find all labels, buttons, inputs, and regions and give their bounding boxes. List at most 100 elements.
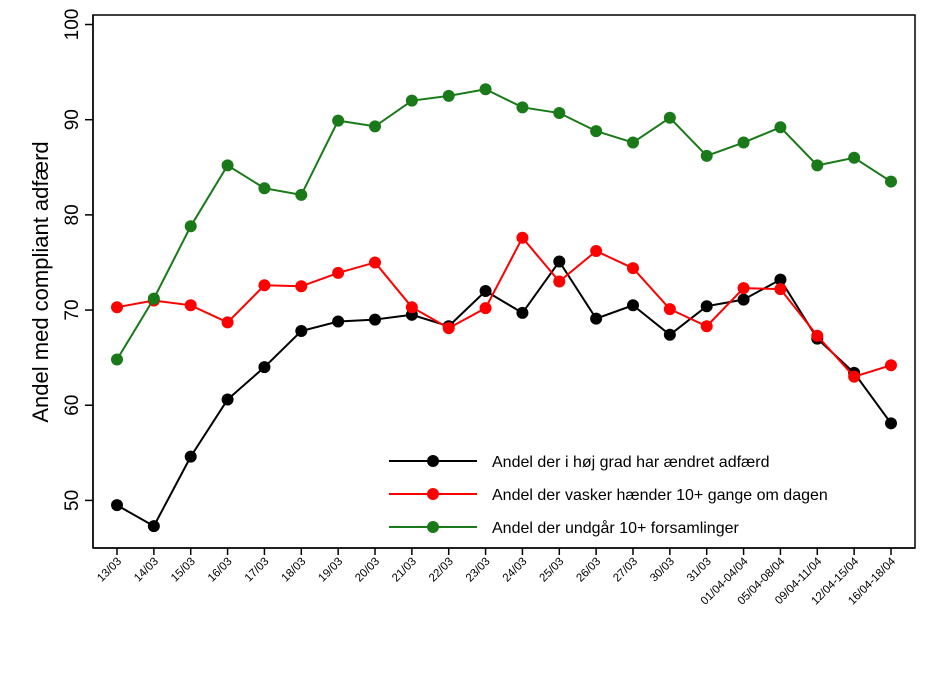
data-point: [737, 136, 750, 149]
data-point: [663, 303, 676, 316]
data-point: [627, 262, 639, 275]
legend-label: Andel der i høj grad har ændret adfærd: [492, 454, 769, 471]
data-point: [405, 94, 418, 107]
data-point: [663, 111, 676, 124]
data-point: [885, 359, 897, 372]
x-tick-label: 21/03: [390, 556, 419, 585]
data-point: [848, 370, 861, 383]
x-tick-label: 30/03: [648, 556, 677, 585]
data-point: [553, 275, 566, 288]
x-tick-label: 27/03: [611, 556, 640, 585]
y-tick-label: 70: [62, 299, 83, 320]
x-tick-label: 20/03: [353, 556, 382, 585]
y-tick-label: 80: [62, 204, 83, 225]
data-point: [774, 283, 787, 296]
series-layer: [111, 83, 897, 533]
y-tick-label: 60: [62, 395, 83, 416]
data-point: [147, 292, 160, 305]
legend: Andel der i høj grad har ændret adfærd An…: [389, 454, 828, 537]
legend-label: Andel der undgår 10+ forsamlinger: [492, 519, 739, 537]
data-point: [590, 125, 603, 138]
data-point: [295, 324, 308, 337]
data-point: [405, 301, 418, 314]
x-tick-label: 24/03: [501, 556, 530, 585]
x-tick-label: 19/03: [316, 556, 345, 585]
data-point: [737, 282, 750, 295]
data-point: [258, 182, 271, 195]
data-point: [221, 159, 234, 172]
series-line: [116, 235, 892, 378]
y-tick-label: 100: [62, 9, 83, 41]
data-point: [258, 279, 271, 292]
data-point: [221, 316, 234, 329]
data-point: [332, 315, 345, 328]
data-point: [369, 313, 381, 326]
data-point: [184, 299, 197, 312]
data-point: [221, 393, 234, 406]
x-tick-label: 18/03: [280, 556, 309, 585]
data-point: [811, 159, 824, 172]
x-tick-label: 16/03: [206, 556, 235, 585]
data-point: [479, 83, 492, 96]
x-tick-label: 14/03: [132, 556, 161, 585]
series-line: [116, 88, 892, 361]
data-point: [811, 329, 824, 342]
data-point: [848, 151, 861, 164]
data-point: [774, 273, 787, 286]
data-point: [774, 121, 787, 134]
data-point: [442, 89, 455, 102]
x-tick-label: 23/03: [464, 556, 493, 585]
data-point: [295, 280, 308, 293]
data-point: [295, 188, 308, 201]
x-axis-ticks: 13/03 14/03 15/03 16/03 17/03 18/03 19/03 20/03…: [95, 548, 899, 608]
x-tick-label: 25/03: [538, 556, 567, 585]
data-point: [332, 114, 345, 127]
y-axis-ticks: 50 60 70 80 90 100: [62, 9, 93, 511]
y-tick-label: 50: [62, 490, 83, 511]
data-point: [627, 299, 639, 312]
data-point: [479, 302, 492, 315]
x-tick-label: 17/03: [243, 556, 272, 585]
data-point: [737, 293, 750, 306]
data-point: [590, 312, 603, 325]
data-point: [553, 255, 566, 268]
legend-marker: [427, 455, 439, 467]
legend-marker: [427, 521, 439, 533]
data-point: [516, 101, 529, 114]
data-point: [369, 256, 381, 269]
data-point: [516, 231, 529, 244]
x-tick-label: 22/03: [427, 556, 456, 585]
x-tick-label: 26/03: [574, 556, 603, 585]
data-point: [111, 353, 123, 366]
data-point: [885, 417, 897, 430]
data-point: [516, 306, 529, 319]
data-point: [258, 361, 271, 374]
series-2: [111, 231, 897, 383]
y-tick-label: 90: [62, 109, 83, 130]
data-point: [147, 520, 160, 533]
data-point: [885, 175, 897, 188]
data-point: [332, 266, 345, 279]
data-point: [590, 245, 603, 258]
data-point: [627, 136, 639, 149]
data-point: [700, 320, 713, 333]
data-point: [369, 120, 381, 133]
x-tick-label: 15/03: [169, 556, 198, 585]
series-3: [111, 83, 897, 366]
data-point: [111, 301, 123, 314]
data-point: [111, 499, 123, 512]
x-tick-label: 31/03: [685, 556, 714, 585]
data-point: [663, 328, 676, 341]
data-point: [700, 300, 713, 313]
data-point: [553, 107, 566, 120]
data-point: [479, 285, 492, 298]
data-point: [700, 149, 713, 162]
data-point: [184, 220, 197, 233]
legend-label: Andel der vasker hænder 10+ gange om dag…: [492, 487, 828, 504]
y-axis-title: Andel med compliant adfærd: [28, 141, 53, 422]
data-point: [184, 450, 197, 463]
legend-marker: [427, 488, 439, 500]
x-tick-label: 13/03: [95, 556, 124, 585]
data-point: [442, 322, 455, 335]
